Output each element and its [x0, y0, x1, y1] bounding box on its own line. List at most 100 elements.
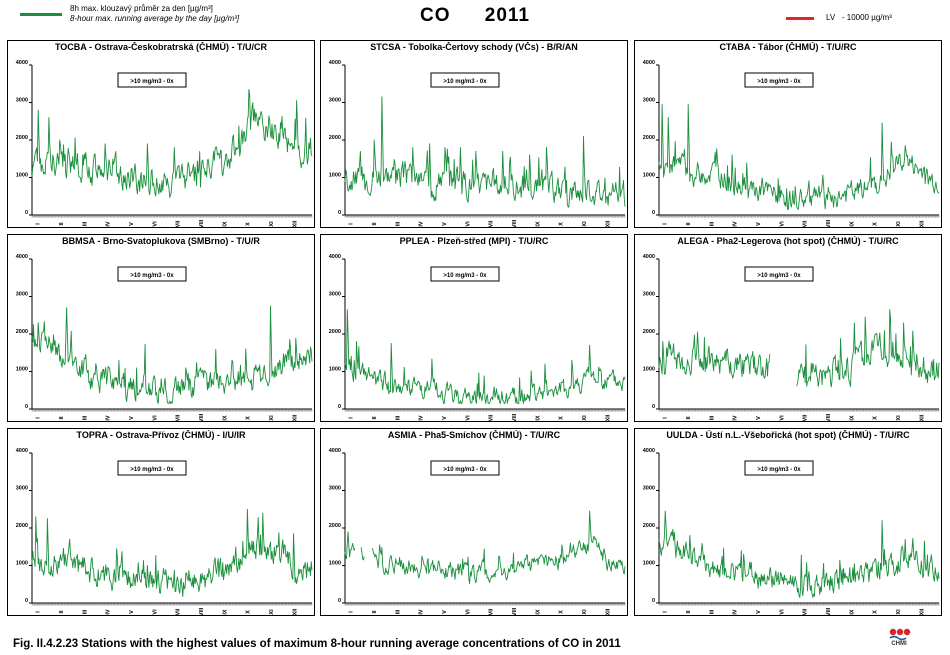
x-day-ticks: [658, 409, 940, 412]
x-month-label: X: [873, 222, 879, 226]
panel-title: TOPRA - Ostrava-Přívoz (ČHMÚ) - I/U/IR: [76, 430, 246, 440]
legend-green-label-cz: 8h max. klouzavý průměr za den [µg/m³]: [70, 4, 213, 13]
y-tick-label: 2000: [329, 523, 341, 529]
y-tick-label: 2000: [16, 135, 28, 141]
x-month-label: VII: [803, 414, 809, 421]
x-month-label: IX: [222, 415, 228, 421]
x-month-label: X: [559, 610, 565, 614]
y-tick-label: 0: [652, 404, 655, 410]
x-month-label: V: [756, 222, 762, 226]
x-month-label: VII: [489, 608, 495, 615]
chart-main-title: CO 2011: [370, 5, 580, 27]
y-tick-label: 2000: [329, 329, 341, 335]
x-month-label: III: [709, 221, 715, 226]
x-month-label: IV: [106, 415, 112, 421]
series-line: [344, 96, 626, 208]
y-tick-label: 3000: [643, 98, 655, 104]
x-month-label: VII: [803, 608, 809, 615]
x-month-label: VII: [489, 414, 495, 421]
chart-panel: TOPRA - Ostrava-Přívoz (ČHMÚ) - I/U/IR 0 1…: [7, 428, 315, 616]
y-tick-label: 1000: [643, 173, 655, 179]
annotation-box: [744, 266, 814, 282]
x-month-label: XI: [582, 609, 588, 615]
y-tick-label: 1000: [329, 561, 341, 567]
annotation-box: [744, 460, 814, 476]
x-month-label: I: [349, 223, 355, 225]
y-tick-label: 1000: [329, 367, 341, 373]
x-day-ticks: [31, 603, 313, 606]
annotation-label: >10 mg/m3 - 0x: [443, 467, 487, 473]
x-month-label: VI: [152, 221, 158, 227]
x-month-label: IX: [849, 415, 855, 421]
x-month-label: IV: [419, 609, 425, 615]
annotation-box: [117, 266, 187, 282]
x-month-label: IV: [733, 609, 739, 615]
y-tick-label: 3000: [329, 292, 341, 298]
series-line: [31, 88, 313, 198]
x-month-label: V: [442, 416, 448, 420]
x-day-ticks: [31, 409, 313, 412]
x-month-label: III: [395, 415, 401, 420]
y-tick-label: 4000: [16, 254, 28, 260]
x-month-label: XII: [919, 414, 925, 421]
x-month-label: X: [873, 416, 879, 420]
annotation-box: [117, 72, 187, 88]
panel-title: CTABA - Tábor (ČHMÚ) - T/U/RC: [719, 42, 857, 52]
x-month-label: VIII: [826, 607, 832, 616]
panel-title: BBMSA - Brno-Svatoplukova (SMBrno) - T/U…: [62, 236, 260, 246]
annotation-label: >10 mg/m3 - 0x: [757, 79, 801, 85]
figure-caption: Fig. II.4.2.23 Stations with the highest…: [13, 638, 621, 650]
chart-panel: STCSA - Tobolka-Čertovy schody (VČs) - B…: [320, 40, 628, 228]
y-tick-label: 3000: [329, 486, 341, 492]
x-month-label: III: [709, 609, 715, 614]
annotation-box: [430, 72, 500, 88]
x-month-label: XII: [292, 220, 298, 227]
x-month-label: II: [59, 222, 65, 226]
x-month-label: XI: [269, 609, 275, 615]
x-month-label: VIII: [199, 413, 205, 422]
x-month-label: X: [559, 222, 565, 226]
x-month-label: XII: [292, 608, 298, 615]
x-month-label: I: [36, 223, 42, 225]
x-month-label: II: [686, 416, 692, 420]
y-tick-label: 2000: [329, 135, 341, 141]
x-month-label: II: [686, 610, 692, 614]
x-month-label: IX: [849, 221, 855, 227]
x-month-label: II: [59, 610, 65, 614]
chart-panel: BBMSA - Brno-Svatoplukova (SMBrno) - T/U…: [7, 234, 315, 422]
x-month-label: VII: [176, 414, 182, 421]
x-month-label: XII: [292, 414, 298, 421]
x-month-label: XII: [605, 414, 611, 421]
title-year: 2011: [484, 5, 530, 26]
y-tick-label: 2000: [643, 329, 655, 335]
panel-title: TOCBA - Ostrava-Českobratrská (ČHMÚ) - T…: [54, 42, 268, 52]
x-month-label: I: [663, 611, 669, 613]
panel-title: PPLEA - Plzeň-střed (MPI) - T/U/RC: [399, 236, 549, 246]
y-tick-label: 4000: [16, 448, 28, 454]
y-tick-label: 1000: [16, 367, 28, 373]
x-month-label: XI: [269, 415, 275, 421]
x-day-ticks: [344, 409, 626, 412]
annotation-box: [117, 460, 187, 476]
x-month-label: V: [129, 222, 135, 226]
chart-panel: PPLEA - Plzeň-střed (MPI) - T/U/RC 0 1000 2…: [320, 234, 628, 422]
x-month-label: I: [349, 417, 355, 419]
x-month-label: II: [372, 416, 378, 420]
y-tick-label: 1000: [643, 367, 655, 373]
x-month-label: III: [395, 609, 401, 614]
x-month-label: VII: [176, 220, 182, 227]
y-tick-label: 4000: [329, 448, 341, 454]
x-month-label: IV: [419, 415, 425, 421]
chart-panel: TOCBA - Ostrava-Českobratrská (ČHMÚ) - T…: [7, 40, 315, 228]
x-month-label: XI: [896, 609, 902, 615]
x-month-label: VI: [779, 609, 785, 615]
series-line: [31, 508, 313, 598]
x-month-label: VIII: [512, 607, 518, 616]
y-tick-label: 0: [652, 210, 655, 216]
x-month-label: XI: [582, 415, 588, 421]
x-month-label: IX: [535, 221, 541, 227]
